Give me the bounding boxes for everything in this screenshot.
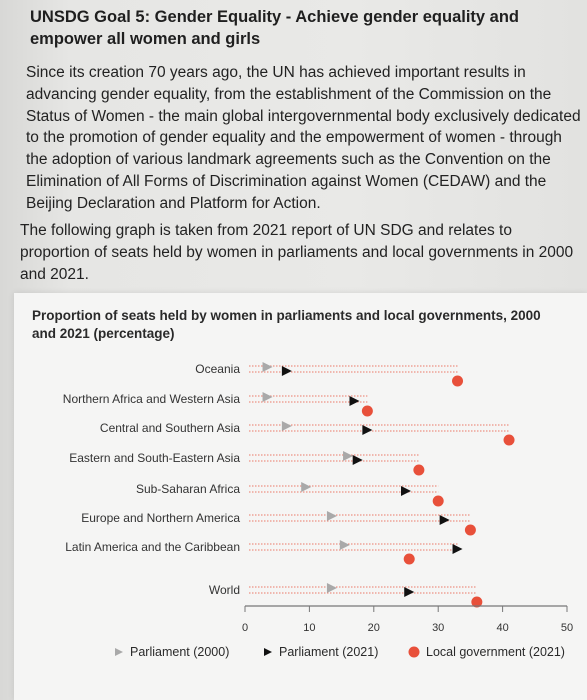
document-heading: UNSDG Goal 5: Gender Equality - Achieve … xyxy=(30,8,519,48)
paragraph-intro: Since its creation 70 years ago, the UN … xyxy=(26,64,581,212)
parliament-2000-marker xyxy=(339,540,350,550)
local-government-2021-dot xyxy=(413,464,425,476)
paragraph-graph-intro: The following graph is taken from 2021 r… xyxy=(20,222,574,283)
legend-triangle-black-icon xyxy=(264,648,272,656)
local-government-2021-dot xyxy=(452,375,464,387)
legend-triangle-gray-icon xyxy=(115,648,123,656)
parliament-2021-marker xyxy=(452,544,463,554)
chart-title: Proportion of seats held by women in par… xyxy=(32,308,541,341)
legend-local-government-2021: Local government (2021) xyxy=(408,645,565,659)
category-label: Europe and Northern America xyxy=(81,511,240,525)
category-label: Oceania xyxy=(195,362,240,376)
legend-label: Parliament (2021) xyxy=(279,645,379,659)
legend-parliament-2021: Parliament (2021) xyxy=(263,645,378,659)
x-tick-label: 30 xyxy=(432,622,444,634)
parliament-2021-marker xyxy=(281,366,292,376)
parliament-2021-marker xyxy=(404,587,415,597)
parliament-2021-marker xyxy=(352,455,363,465)
parliament-2000-marker xyxy=(326,583,337,593)
x-tick-label: 20 xyxy=(368,622,380,634)
parliament-2000-marker xyxy=(326,511,337,521)
category-label: World xyxy=(209,583,240,597)
category-label: Sub-Saharan Africa xyxy=(136,482,240,496)
parliament-2000-marker xyxy=(301,482,312,492)
parliament-2021-marker xyxy=(439,515,450,525)
parliament-2000-marker xyxy=(281,421,292,431)
x-tick-label: 0 xyxy=(242,622,248,634)
local-government-2021-dot xyxy=(432,495,444,507)
legend-label: Parliament (2000) xyxy=(130,645,230,659)
parliament-2000-marker xyxy=(343,451,354,461)
parliament-2021-marker xyxy=(349,396,360,406)
x-tick-label: 10 xyxy=(303,622,315,634)
legend-dot-red-icon xyxy=(408,646,420,658)
chart-figure xyxy=(14,293,587,700)
legend-parliament-2000: Parliament (2000) xyxy=(114,645,229,659)
local-government-2021-dot xyxy=(403,553,415,565)
parliament-2000-marker xyxy=(262,392,273,402)
parliament-2021-marker xyxy=(362,425,373,435)
parliament-2000-marker xyxy=(262,362,273,372)
category-label: Central and Southern Asia xyxy=(100,421,240,435)
category-label: Latin America and the Caribbean xyxy=(65,540,240,554)
category-label: Eastern and South-Eastern Asia xyxy=(69,451,240,465)
category-label: Northern Africa and Western Asia xyxy=(63,392,241,406)
parliament-2021-marker xyxy=(401,486,411,496)
local-government-2021-dot xyxy=(464,524,476,536)
x-tick-label: 40 xyxy=(496,622,508,634)
x-tick-label: 50 xyxy=(561,622,573,634)
legend-label: Local government (2021) xyxy=(426,645,565,659)
local-government-2021-dot xyxy=(361,405,373,417)
local-government-2021-dot xyxy=(471,596,483,608)
local-government-2021-dot xyxy=(503,434,515,446)
